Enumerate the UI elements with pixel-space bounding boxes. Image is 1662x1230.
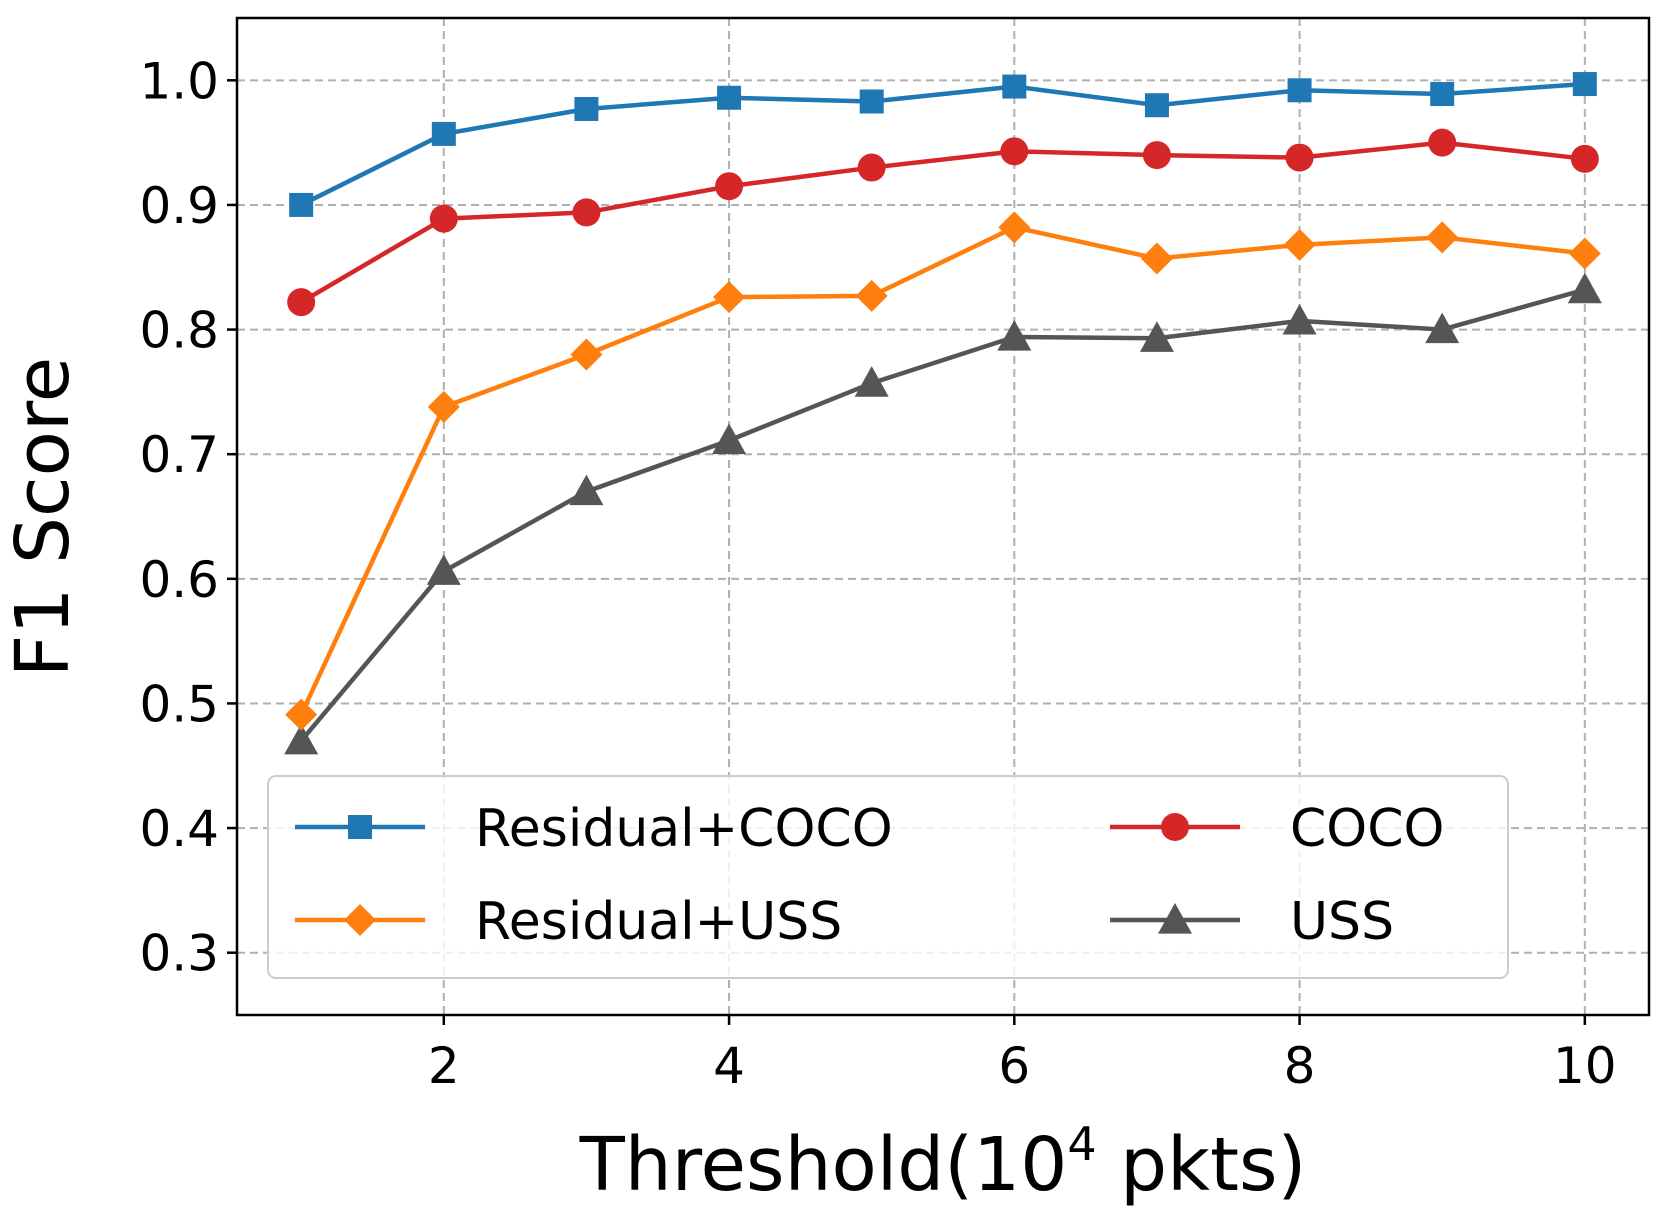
data-point-uss [997, 320, 1032, 351]
y-axis-label: F1 Score [0, 357, 86, 677]
data-point-coco [1285, 143, 1314, 172]
data-point-coco [287, 288, 316, 317]
legend-label: Residual+COCO [475, 799, 893, 859]
data-point-residual-uss [570, 338, 603, 371]
data-point-residual-uss [285, 698, 318, 731]
data-point-residual-uss [1140, 242, 1173, 275]
data-point-residual-uss [1426, 221, 1459, 254]
data-point-coco [715, 172, 744, 201]
data-point-uss [569, 474, 604, 506]
data-point-uss [426, 554, 461, 585]
data-point-residual-coco [431, 121, 456, 146]
data-point-uss [1425, 312, 1460, 344]
x-axis-label-base: Threshold(10 [579, 1122, 1068, 1208]
x-tick-label: 4 [713, 1037, 745, 1095]
data-point-residual-coco [1144, 93, 1169, 118]
legend-marker [1161, 813, 1189, 841]
y-tick-label: 0.5 [139, 675, 219, 733]
data-point-residual-coco [1430, 82, 1455, 107]
data-point-residual-uss [1283, 228, 1316, 261]
legend-label: COCO [1290, 799, 1444, 859]
series-residual-uss [285, 211, 1601, 731]
legend-entry-residual-coco: Residual+COCO [295, 799, 893, 859]
series-line-residual-coco [300, 81, 1585, 207]
series-line-uss [299, 287, 1586, 743]
y-tick-label: 0.6 [139, 551, 219, 609]
data-point-residual-coco [574, 96, 599, 121]
data-point-uss [712, 423, 747, 455]
data-point-uss [1139, 321, 1174, 352]
x-tick-label: 2 [428, 1037, 460, 1095]
data-point-residual-uss [427, 390, 460, 423]
legend-label: USS [1290, 892, 1394, 952]
data-point-residual-uss [713, 281, 746, 314]
data-point-uss [854, 366, 889, 397]
y-tick-label: 0.8 [139, 302, 219, 360]
data-point-residual-coco [1572, 72, 1597, 97]
legend-marker [1158, 903, 1192, 934]
legend: Residual+COCO COCO Residual+USS USS [267, 775, 1509, 979]
x-axis-label-superscript: 4 [1067, 1117, 1096, 1171]
y-tick-label: 0.9 [139, 177, 219, 235]
data-point-coco [429, 204, 458, 233]
data-point-residual-coco [859, 89, 884, 114]
data-point-residual-coco [717, 85, 742, 110]
series-uss [284, 272, 1602, 755]
data-point-residual-uss [855, 279, 888, 312]
x-tick-label: 8 [1284, 1037, 1316, 1095]
legend-entry-coco: COCO [1110, 799, 1444, 859]
y-tick-label: 0.3 [139, 925, 219, 983]
data-point-residual-coco [289, 192, 314, 217]
data-point-uss [1567, 272, 1602, 304]
data-point-coco [1570, 144, 1599, 173]
plot-frame [235, 16, 1651, 1017]
data-point-coco [572, 198, 601, 227]
series-line-coco [300, 140, 1586, 305]
data-point-residual-uss [998, 211, 1031, 244]
data-point-residual-coco [1002, 74, 1027, 99]
data-point-coco [1428, 128, 1457, 157]
x-axis-label: Threshold(104 pkts) [579, 1117, 1307, 1208]
series-line-residual-uss [299, 225, 1586, 716]
y-tick-label: 1.0 [139, 52, 219, 110]
x-tick-label: 6 [998, 1037, 1030, 1095]
x-axis-label-suffix: pkts) [1097, 1122, 1307, 1208]
legend-entries: Residual+COCO COCO Residual+USS USS [295, 799, 1444, 952]
data-point-residual-uss [1568, 237, 1601, 270]
data-point-coco [857, 153, 886, 182]
y-tick-label: 0.7 [139, 426, 219, 484]
legend-marker [348, 815, 372, 839]
series-residual-coco [289, 72, 1597, 217]
series-coco [287, 128, 1599, 317]
axis-ticks: 0.3 0.4 0.5 0.6 0.7 0.8 0.9 1.0 2 4 6 8 10 [139, 52, 1616, 1095]
data-point-residual-coco [1287, 78, 1312, 103]
legend-entry-residual-uss: Residual+USS [295, 892, 842, 952]
data-point-coco [1142, 141, 1171, 170]
series-layer [284, 72, 1602, 755]
data-point-uss [284, 723, 319, 755]
y-tick-label: 0.4 [139, 800, 219, 858]
legend-marker [344, 904, 376, 936]
legend-entry-uss: USS [1110, 892, 1394, 952]
legend-label: Residual+USS [475, 892, 842, 952]
data-point-coco [1000, 137, 1029, 166]
x-tick-label: 10 [1553, 1037, 1617, 1095]
data-point-uss [1282, 303, 1317, 335]
